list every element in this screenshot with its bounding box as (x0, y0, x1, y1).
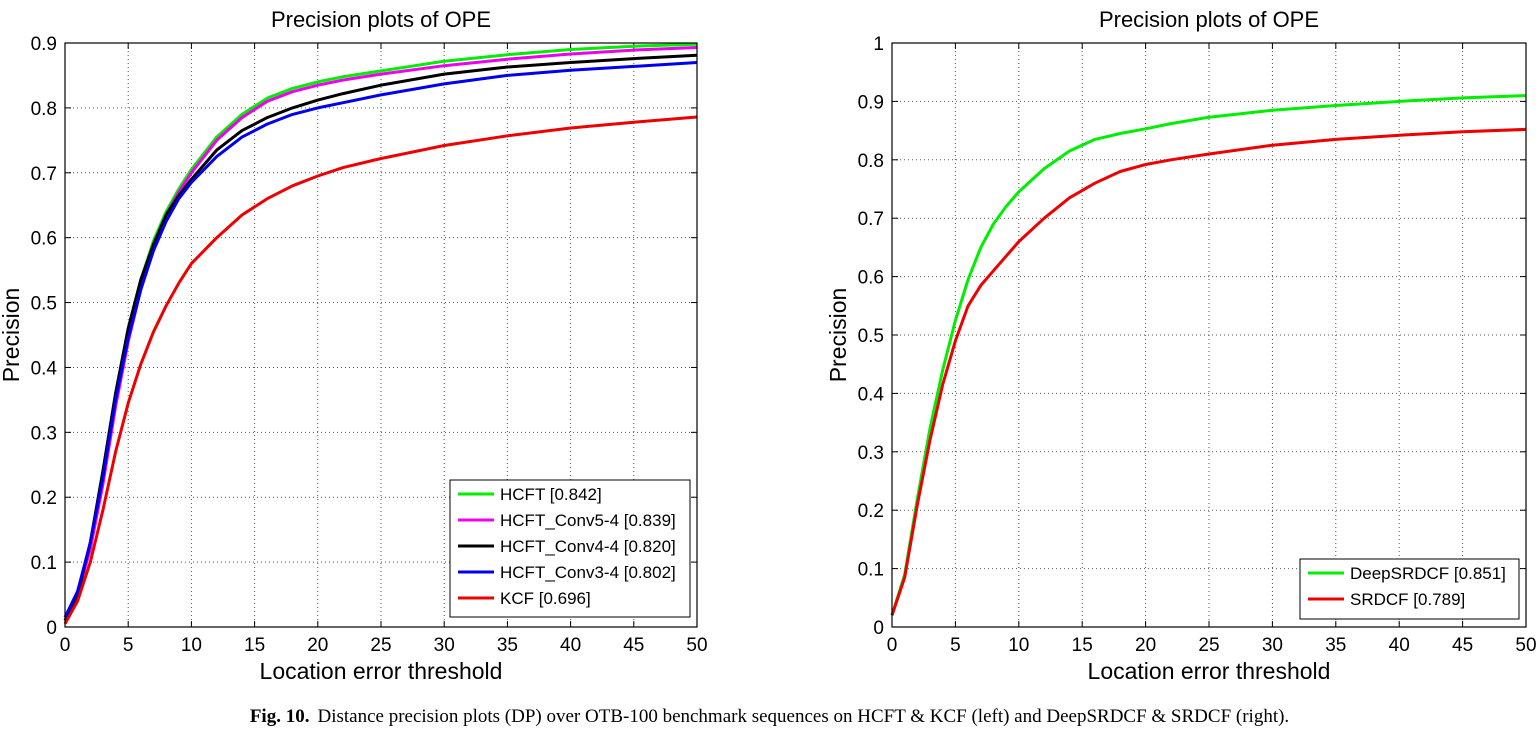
x-tick-label: 25 (1198, 635, 1219, 656)
y-tick-label: 0.5 (858, 326, 884, 347)
y-tick-label: 0.8 (858, 151, 884, 172)
series-line (63, 115, 698, 625)
x-axis-label: Location error threshold (260, 658, 503, 684)
figure-caption-text: Distance precision plots (DP) over OTB-1… (317, 706, 1290, 727)
chart-right: 0 5 10 15 20 25 30 35 40 45 50 0 0.1 0.2 0.3 0.4 0.5 0.6 0… (825, 7, 1537, 684)
x-tick-label: 5 (950, 635, 961, 656)
y-tick-label: 0.8 (31, 99, 57, 120)
x-tick-label: 20 (1135, 635, 1156, 656)
series-line (890, 127, 1527, 616)
y-tick-label: 0.6 (858, 268, 884, 289)
series-line (63, 61, 698, 618)
legend-box (449, 479, 691, 618)
y-tick-label: 0 (873, 618, 884, 639)
x-tick-label: 30 (1262, 635, 1283, 656)
y-axis-label: Precision (825, 288, 851, 383)
x-tick-label: 25 (370, 635, 391, 656)
y-tick-label: 0.1 (31, 553, 57, 574)
y-tick-label: 0 (46, 618, 57, 639)
y-tick-label: 1 (873, 34, 884, 55)
x-tick-label: 35 (497, 635, 518, 656)
y-axis-label: Precision (0, 288, 24, 383)
x-tick-label: 50 (1515, 635, 1536, 656)
legend-entry: HCFT_Conv3-4 [0.802] (500, 563, 676, 582)
x-tick-label: 40 (560, 635, 581, 656)
x-tick-label: 50 (686, 635, 707, 656)
x-tick-label: 10 (1008, 635, 1029, 656)
y-tick-label: 0.9 (31, 34, 57, 55)
x-tick-label: 20 (307, 635, 328, 656)
legend: HCFT [0.842] HCFT_Conv5-4 [0.839] HCFT_Con… (449, 479, 691, 618)
y-tick-label: 0.3 (858, 443, 884, 464)
chart-left: 0 5 10 15 20 25 30 35 40 45 50 0 0.1 0.2 0.3 0.4 0.5 0.6 0… (0, 7, 708, 684)
x-axis-label: Location error threshold (1088, 658, 1331, 684)
y-tick-label: 0.6 (31, 229, 57, 250)
x-tick-label: 30 (434, 635, 455, 656)
y-tick-label: 0.4 (858, 384, 885, 405)
y-tick-label: 0.2 (858, 501, 884, 522)
legend: DeepSRDCF [0.851] SRDCF [0.789] (1299, 558, 1520, 620)
y-tick-label: 0.5 (31, 294, 57, 315)
figure-caption-label: Fig. 10. (249, 706, 310, 727)
y-tick-label: 0.7 (858, 209, 884, 230)
legend-entry: SRDCF [0.789] (1350, 590, 1465, 609)
x-tick-label: 10 (181, 635, 202, 656)
x-tick-label: 0 (887, 635, 898, 656)
series-line (890, 94, 1527, 616)
x-tick-label: 5 (123, 635, 134, 656)
x-tick-label: 0 (60, 635, 71, 656)
axes-frame (64, 42, 698, 628)
y-tick-label: 0.7 (31, 164, 57, 185)
y-tick-label: 0.1 (858, 560, 884, 581)
legend-entry: HCFT [0.842] (500, 485, 602, 504)
figure-caption: Fig. 10. Distance precision plots (DP) ov… (0, 706, 1539, 728)
legend-entry: KCF [0.696] (500, 589, 591, 608)
x-tick-label: 15 (1072, 635, 1093, 656)
chart-title: Precision plots of OPE (1099, 7, 1319, 32)
legend-box (1299, 558, 1520, 620)
legend-entry: DeepSRDCF [0.851] (1350, 564, 1506, 583)
x-tick-label: 15 (244, 635, 265, 656)
x-tick-label: 35 (1325, 635, 1346, 656)
y-tick-label: 0.4 (31, 358, 58, 379)
legend-entry: HCFT_Conv4-4 [0.820] (500, 537, 676, 556)
legend-entry: HCFT_Conv5-4 [0.839] (500, 511, 676, 530)
y-tick-label: 0.3 (31, 423, 57, 444)
y-tick-label: 0.9 (858, 92, 884, 113)
chart-title: Precision plots of OPE (271, 7, 491, 32)
x-tick-label: 45 (623, 635, 644, 656)
x-tick-label: 45 (1452, 635, 1473, 656)
axes-frame (891, 42, 1527, 628)
y-tick-label: 0.2 (31, 488, 57, 509)
x-tick-label: 40 (1389, 635, 1410, 656)
